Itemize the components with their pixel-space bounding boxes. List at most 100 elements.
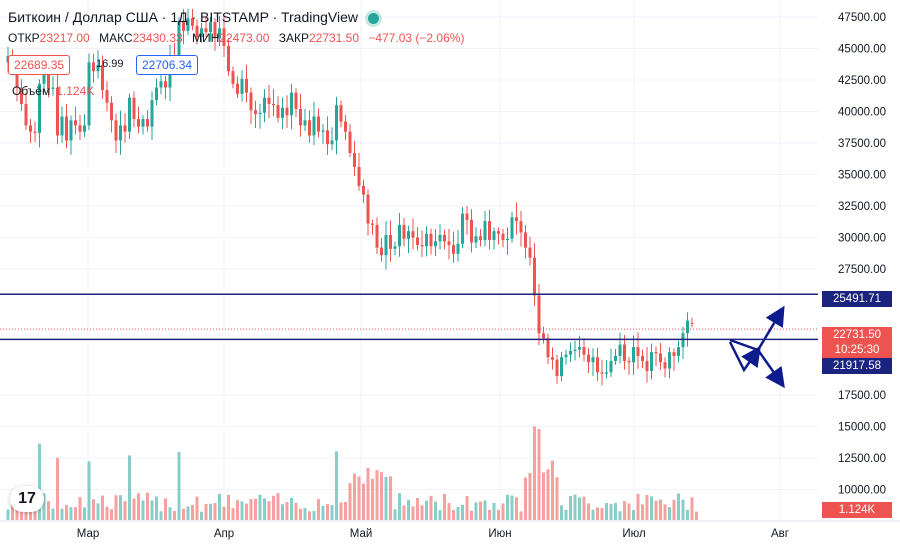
volume-bar [627, 503, 631, 520]
candle-body [38, 83, 41, 133]
candle-body [668, 352, 671, 369]
volume-bar [128, 455, 131, 520]
high-label: МАКС [99, 31, 133, 45]
candle-body [101, 64, 104, 91]
candle-body [470, 219, 473, 243]
arrow-down-right-icon [756, 349, 785, 389]
candle-body [56, 87, 59, 136]
candle-body [569, 350, 572, 355]
volume-bar [272, 495, 275, 520]
y-tick-label: 47500.00 [838, 12, 886, 24]
candle-body [515, 217, 518, 222]
countdown-label: 10:25:30 [822, 342, 892, 358]
candle-body [330, 140, 334, 145]
candle-body [416, 237, 419, 246]
candle-body [272, 103, 275, 106]
candle-body [51, 87, 55, 89]
candle-body [371, 223, 374, 225]
y-tick-label: 32500.00 [838, 201, 886, 213]
volume-bar [434, 501, 437, 520]
volume-bar [191, 504, 194, 520]
candle-body [483, 221, 487, 241]
volume-bar [524, 477, 527, 520]
volume-bar [78, 497, 82, 520]
volume-bar [542, 472, 545, 520]
candle-body [380, 247, 383, 256]
candle-body [245, 78, 248, 93]
volume-bar [294, 502, 298, 520]
volume-bar [227, 494, 230, 520]
volume-bar [245, 503, 248, 520]
volume-bar [555, 477, 559, 520]
y-tick-label: 37500.00 [838, 138, 886, 150]
buy-button[interactable]: 22706.34 [136, 55, 199, 75]
candle-body [227, 45, 230, 72]
candle-body [582, 347, 586, 355]
candle-body [488, 221, 491, 241]
open-value: 23217.00 [39, 31, 90, 45]
candle-body [492, 231, 496, 241]
volume-bar [650, 496, 653, 520]
candle-body [195, 25, 199, 38]
volume-bar [69, 507, 73, 520]
candle-body [578, 347, 581, 350]
sell-button[interactable]: 22689.35 [8, 55, 71, 75]
volume-bar [447, 503, 451, 520]
candle-body [411, 231, 415, 238]
candle-body [641, 355, 644, 361]
chart-title: Биткоин / Доллар США · 1Д · BITSTAMP · T… [8, 9, 379, 25]
volume-bar [267, 501, 271, 520]
candle-body [456, 243, 460, 254]
candle-body [447, 241, 451, 246]
spread-value: 16.99 [96, 58, 124, 70]
volume-bar [411, 506, 415, 520]
candle-body [560, 357, 563, 377]
candle-body [339, 105, 343, 122]
volume-bar [470, 510, 473, 520]
candle-body [42, 71, 46, 84]
volume-bar [591, 509, 595, 520]
volume-bar [123, 501, 127, 520]
volume-bar [290, 497, 293, 520]
candle-body [546, 338, 550, 358]
candle-body [321, 130, 325, 132]
volume-bar [6, 509, 10, 520]
arrow-down-icon [728, 341, 761, 373]
volume-bar [420, 505, 424, 520]
candle-body [497, 231, 500, 234]
candle-body [618, 344, 622, 356]
volume-bar [636, 493, 640, 520]
volume-bar [573, 494, 577, 520]
candle-body [438, 234, 442, 242]
candle-body [182, 22, 185, 31]
candle-body [609, 360, 613, 373]
volume-bar [150, 500, 154, 520]
candle-body [123, 125, 127, 132]
candle-body [177, 22, 181, 58]
candle-body [83, 125, 86, 132]
candle-body [632, 347, 635, 363]
candle-body [294, 92, 298, 109]
candle-body [78, 125, 82, 132]
candle-body [92, 62, 95, 72]
volume-bar [56, 457, 59, 520]
candle-body [218, 28, 221, 39]
tradingview-logo[interactable]: 17 [10, 486, 44, 512]
volume-bar [632, 510, 635, 520]
volume-bar [101, 495, 104, 520]
volume-bar [74, 507, 77, 520]
ohlc-readout: ОТКР23217.00 МАКС23430.33 МИН22473.00 ЗА… [8, 31, 470, 45]
candle-body [627, 360, 631, 363]
volume-bar [605, 503, 608, 520]
candle-body [402, 224, 406, 239]
candle-body [254, 110, 257, 115]
volume-bar [51, 508, 55, 520]
volume-bar [47, 501, 50, 520]
candle-body [96, 64, 100, 72]
candle-body [191, 18, 194, 26]
volume-bar [488, 509, 491, 520]
candle-body [348, 131, 352, 154]
volume-bar [173, 511, 176, 520]
candle-body [362, 185, 365, 195]
